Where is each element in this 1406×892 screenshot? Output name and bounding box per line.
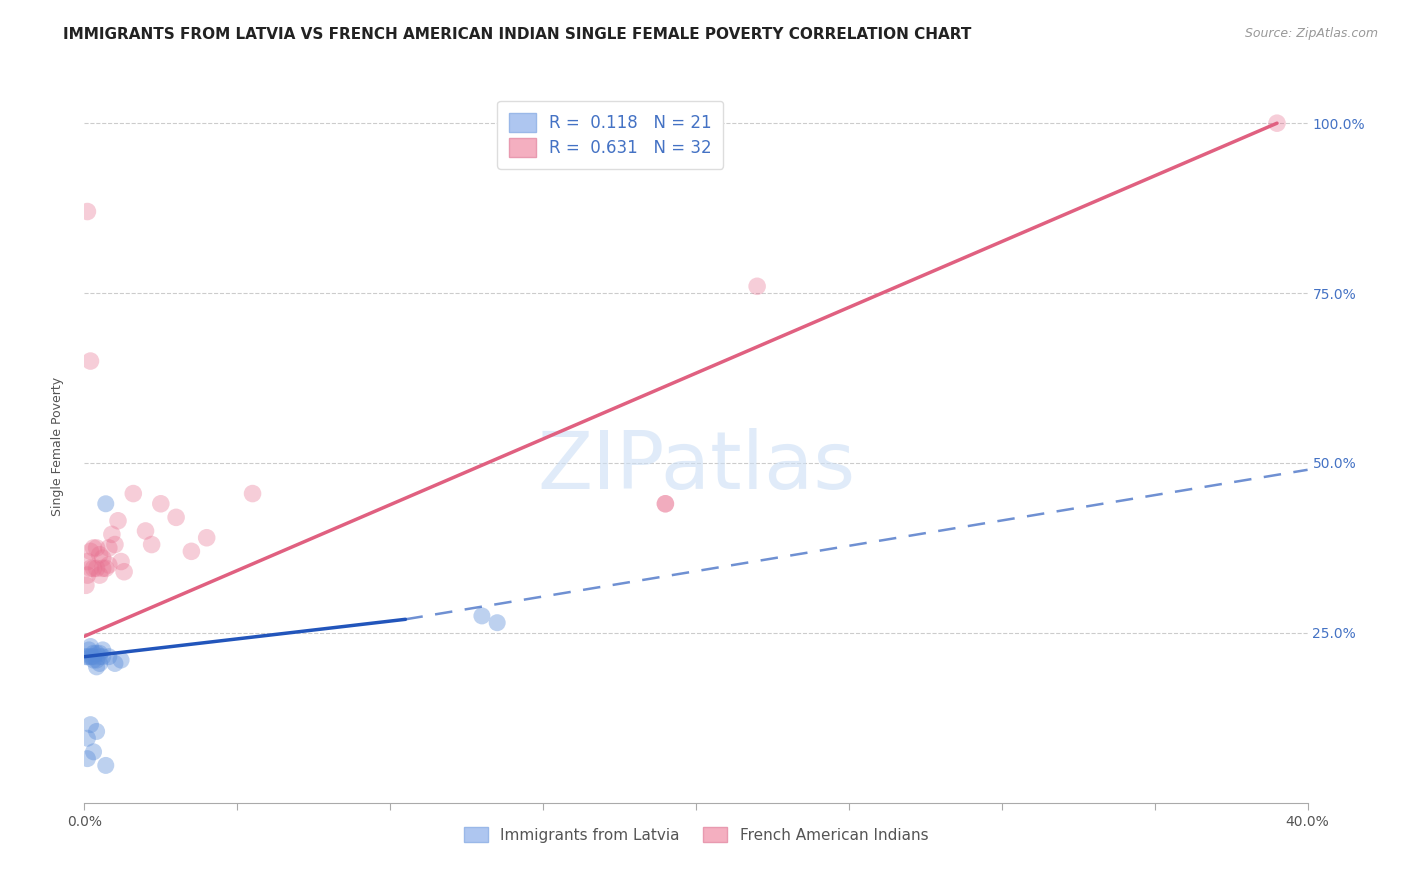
- Point: [75, 578, 97, 592]
- Point: [76, 731, 98, 746]
- Text: IMMIGRANTS FROM LATVIA VS FRENCH AMERICAN INDIAN SINGLE FEMALE POVERTY CORRELATI: IMMIGRANTS FROM LATVIA VS FRENCH AMERICA…: [63, 27, 972, 42]
- Point: [79, 354, 101, 368]
- Text: Source: ZipAtlas.com: Source: ZipAtlas.com: [1244, 27, 1378, 40]
- Point: [91, 643, 114, 657]
- Point: [83, 745, 105, 759]
- Point: [654, 497, 676, 511]
- Point: [1265, 116, 1288, 130]
- Point: [110, 653, 132, 667]
- Point: [165, 510, 187, 524]
- Point: [83, 653, 105, 667]
- Point: [242, 486, 264, 500]
- Point: [86, 653, 108, 667]
- Y-axis label: Single Female Poverty: Single Female Poverty: [51, 376, 63, 516]
- Point: [195, 531, 218, 545]
- Point: [89, 657, 111, 671]
- Point: [91, 561, 114, 575]
- Point: [86, 646, 108, 660]
- Point: [486, 615, 509, 630]
- Point: [122, 486, 145, 500]
- Text: ZIPatlas: ZIPatlas: [537, 428, 855, 507]
- Point: [89, 568, 111, 582]
- Point: [91, 551, 114, 566]
- Point: [83, 541, 105, 555]
- Point: [79, 561, 101, 575]
- Point: [97, 558, 120, 572]
- Point: [89, 548, 111, 562]
- Point: [86, 660, 108, 674]
- Point: [86, 724, 108, 739]
- Point: [83, 646, 105, 660]
- Point: [79, 649, 101, 664]
- Point: [77, 643, 100, 657]
- Point: [97, 649, 120, 664]
- Point: [654, 497, 676, 511]
- Legend: Immigrants from Latvia, French American Indians: Immigrants from Latvia, French American …: [458, 821, 934, 848]
- Point: [135, 524, 157, 538]
- Point: [94, 561, 117, 575]
- Point: [79, 717, 101, 731]
- Point: [97, 541, 120, 555]
- Point: [747, 279, 769, 293]
- Point: [91, 649, 114, 664]
- Point: [94, 497, 117, 511]
- Point: [89, 649, 111, 664]
- Point: [75, 649, 97, 664]
- Point: [83, 649, 105, 664]
- Point: [79, 640, 101, 654]
- Point: [89, 646, 111, 660]
- Point: [149, 497, 172, 511]
- Point: [76, 204, 98, 219]
- Point: [471, 608, 494, 623]
- Point: [104, 657, 127, 671]
- Point: [101, 527, 124, 541]
- Point: [76, 555, 98, 569]
- Point: [86, 561, 108, 575]
- Point: [107, 514, 129, 528]
- Point: [83, 561, 105, 575]
- Point: [141, 537, 163, 551]
- Point: [76, 649, 98, 664]
- Point: [76, 568, 98, 582]
- Point: [180, 544, 202, 558]
- Point: [110, 555, 132, 569]
- Point: [104, 537, 127, 551]
- Point: [86, 541, 108, 555]
- Point: [80, 649, 103, 664]
- Point: [94, 758, 117, 772]
- Point: [76, 751, 98, 765]
- Point: [112, 565, 135, 579]
- Point: [79, 544, 101, 558]
